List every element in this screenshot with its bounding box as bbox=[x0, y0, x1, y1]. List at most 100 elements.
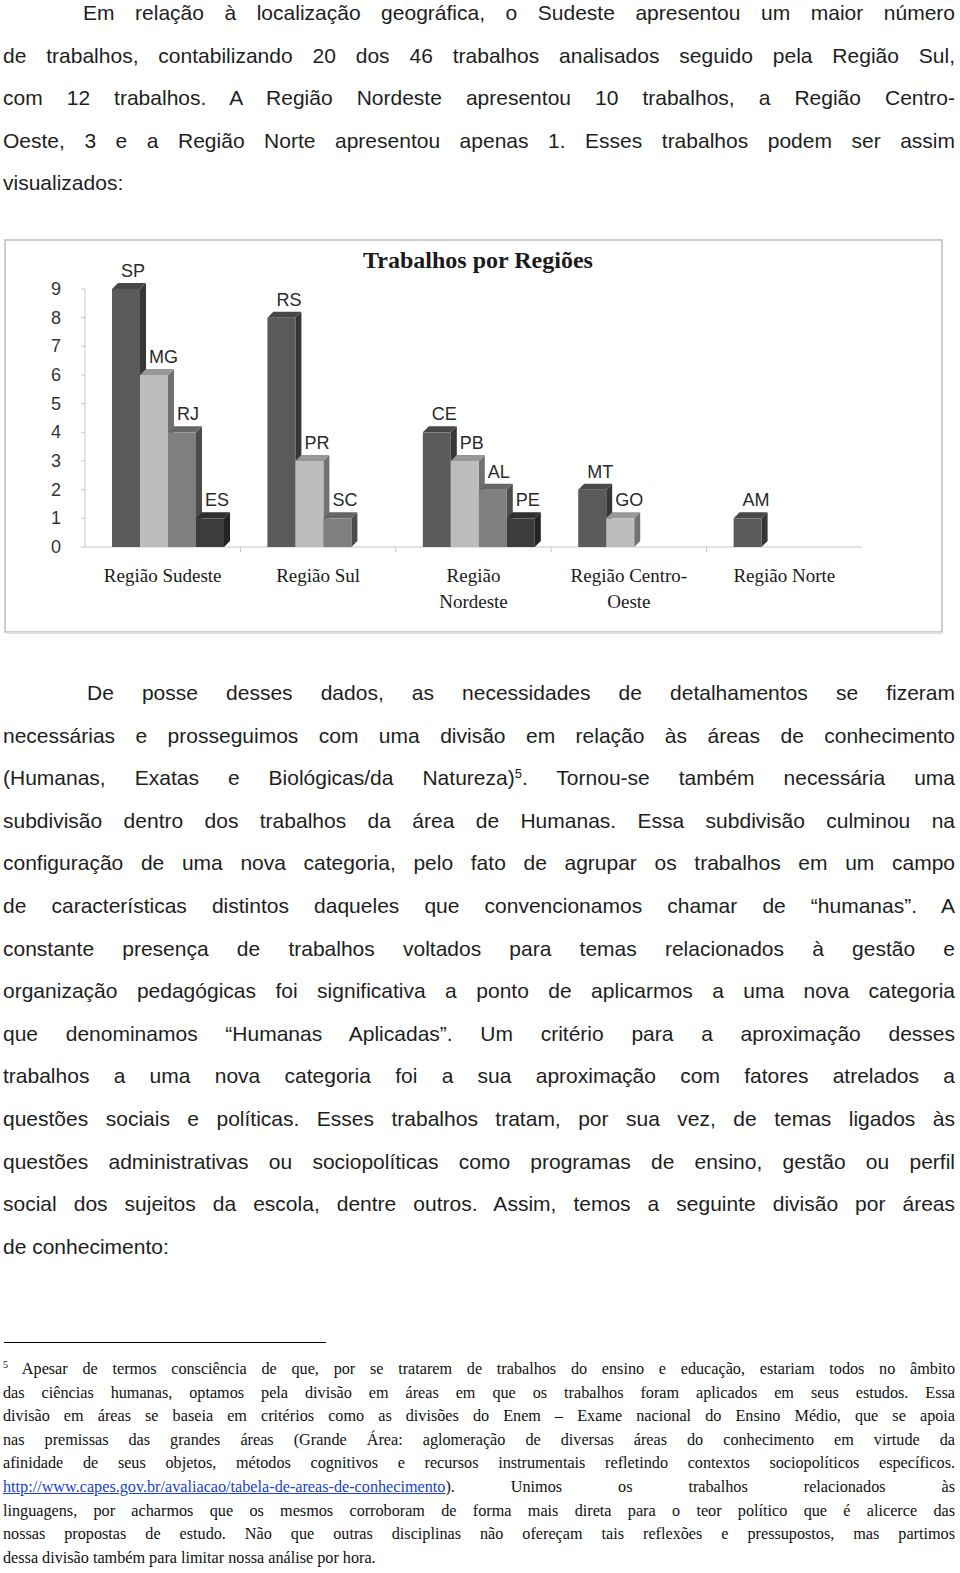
bar-label: RJ bbox=[177, 404, 199, 424]
bar bbox=[734, 518, 762, 547]
bar bbox=[451, 461, 479, 547]
bar-top bbox=[140, 369, 174, 375]
text-line: questões sociais e políticas. Esses trab… bbox=[3, 1104, 955, 1134]
text-line: das ciências humanas, optamos pela divis… bbox=[3, 1382, 955, 1404]
bar bbox=[507, 518, 535, 547]
bar-side bbox=[634, 512, 640, 547]
y-tick-label: 4 bbox=[51, 422, 61, 442]
text-line: de trabalhos, contabilizando 20 dos 46 t… bbox=[3, 41, 955, 71]
footnote-ref: 5 bbox=[3, 1359, 8, 1370]
bar bbox=[112, 289, 140, 547]
bar bbox=[140, 375, 168, 547]
bar-side bbox=[224, 512, 230, 547]
text-line: http://www.capes.gov.br/avaliacao/tabela… bbox=[3, 1476, 955, 1498]
bar bbox=[295, 461, 323, 547]
bar-label: PR bbox=[304, 433, 329, 453]
y-tick-label: 7 bbox=[51, 336, 61, 356]
bar-top bbox=[295, 455, 329, 461]
text-line: constante presença de trabalhos voltados… bbox=[3, 934, 955, 964]
text-line: Em relação à localização geográfica, o S… bbox=[3, 0, 955, 28]
group-label: Região Sul bbox=[276, 565, 360, 586]
text-line: social dos sujeitos da escola, dentre ou… bbox=[3, 1189, 955, 1219]
text-line: de conhecimento: bbox=[3, 1232, 955, 1262]
text-line: nossas propostas de estudo. Não que outr… bbox=[3, 1523, 955, 1545]
y-tick bbox=[81, 375, 85, 376]
text-line: configuração de uma nova categoria, pelo… bbox=[3, 848, 955, 878]
text-line: 5 Apesar de termos consciência de que, p… bbox=[3, 1358, 955, 1380]
text-line: que denominamos “Humanas Aplicadas”. Um … bbox=[3, 1019, 955, 1049]
group-label: Região Sudeste bbox=[104, 565, 222, 586]
chart: Trabalhos por Regiões0123456789SPMGRJESR… bbox=[0, 0, 960, 640]
y-tick-label: 0 bbox=[51, 537, 61, 557]
text-line: trabalhos a uma nova categoria foi a sua… bbox=[3, 1061, 955, 1091]
text-segment: (Humanas, Exatas e Biológicas/da Naturez… bbox=[3, 766, 515, 789]
y-tick-label: 2 bbox=[51, 480, 61, 500]
text-line: subdivisão dentro dos trabalhos da área … bbox=[3, 806, 955, 836]
bar bbox=[323, 518, 351, 547]
chart-title: Trabalhos por Regiões bbox=[363, 247, 593, 273]
bar-label: PE bbox=[516, 490, 540, 510]
text-segment: Apesar de termos consciência de que, por… bbox=[8, 1360, 955, 1378]
bar bbox=[578, 490, 606, 547]
text-line: De posse desses dados, as necessidades d… bbox=[3, 678, 955, 708]
text-line: necessárias e prosseguimos com uma divis… bbox=[3, 721, 955, 751]
bar-top bbox=[323, 512, 357, 518]
bar-label: MG bbox=[149, 347, 178, 367]
bar-top bbox=[112, 283, 146, 289]
bar bbox=[423, 432, 451, 547]
y-tick-label: 6 bbox=[51, 365, 61, 385]
text-segment: ). Unimos os trabalhos relacionados às bbox=[445, 1478, 955, 1496]
group-divider bbox=[395, 547, 396, 552]
text-line: Oeste, 3 e a Região Norte apresentou ape… bbox=[3, 126, 955, 156]
bar-top bbox=[168, 426, 202, 432]
text-line: (Humanas, Exatas e Biológicas/da Naturez… bbox=[3, 763, 955, 793]
group-divider bbox=[551, 547, 552, 552]
bar-label: RS bbox=[276, 290, 301, 310]
hyperlink[interactable]: http://www.capes.gov.br/avaliacao/tabela… bbox=[3, 1478, 445, 1496]
bar bbox=[606, 518, 634, 547]
bar-top bbox=[479, 484, 513, 490]
bar-top bbox=[606, 512, 640, 518]
bar-top bbox=[267, 312, 301, 318]
bar bbox=[479, 490, 507, 547]
bar-label: GO bbox=[615, 490, 643, 510]
bar bbox=[168, 432, 196, 547]
y-tick bbox=[81, 289, 85, 290]
bar-side bbox=[535, 512, 541, 547]
text-line: dessa divisão também para limitar nossa … bbox=[3, 1547, 955, 1569]
bar-label: CE bbox=[432, 404, 457, 424]
bar-top bbox=[451, 455, 485, 461]
text-line: de características distintos daqueles qu… bbox=[3, 891, 955, 921]
chart-frame bbox=[5, 240, 942, 632]
text-line: divisão em áreas se baseia em critérios … bbox=[3, 1405, 955, 1427]
group-divider bbox=[240, 547, 241, 552]
y-axis-line bbox=[85, 289, 86, 547]
y-tick bbox=[81, 461, 85, 462]
bar-label: ES bbox=[205, 490, 229, 510]
y-tick bbox=[81, 432, 85, 433]
group-divider bbox=[706, 547, 707, 552]
text-line: nas premissas das grandes áreas (Grande … bbox=[3, 1429, 955, 1451]
y-tick-label: 8 bbox=[51, 308, 61, 328]
bar-side bbox=[762, 512, 768, 547]
group-label: Região Norte bbox=[733, 565, 835, 586]
bar-label: AL bbox=[488, 462, 510, 482]
text-line: com 12 trabalhos. A Região Nordeste apre… bbox=[3, 83, 955, 113]
bar-label: MT bbox=[587, 462, 613, 482]
bar-label: SP bbox=[121, 261, 145, 281]
bar-label: SC bbox=[332, 490, 357, 510]
y-tick-label: 1 bbox=[51, 508, 61, 528]
group-label: RegiãoNordeste bbox=[439, 565, 508, 612]
y-tick-label: 9 bbox=[51, 279, 61, 299]
bar-top bbox=[734, 512, 768, 518]
text-line: afinidade de seus objetos, métodos cogni… bbox=[3, 1452, 955, 1474]
bar-side bbox=[351, 512, 357, 547]
y-tick-label: 5 bbox=[51, 394, 61, 414]
bar bbox=[196, 518, 224, 547]
bar-top bbox=[578, 484, 612, 490]
bar-top bbox=[196, 512, 230, 518]
bar-label: PB bbox=[460, 433, 484, 453]
bar-label: AM bbox=[743, 490, 770, 510]
y-tick bbox=[81, 346, 85, 347]
y-tick bbox=[81, 547, 85, 548]
